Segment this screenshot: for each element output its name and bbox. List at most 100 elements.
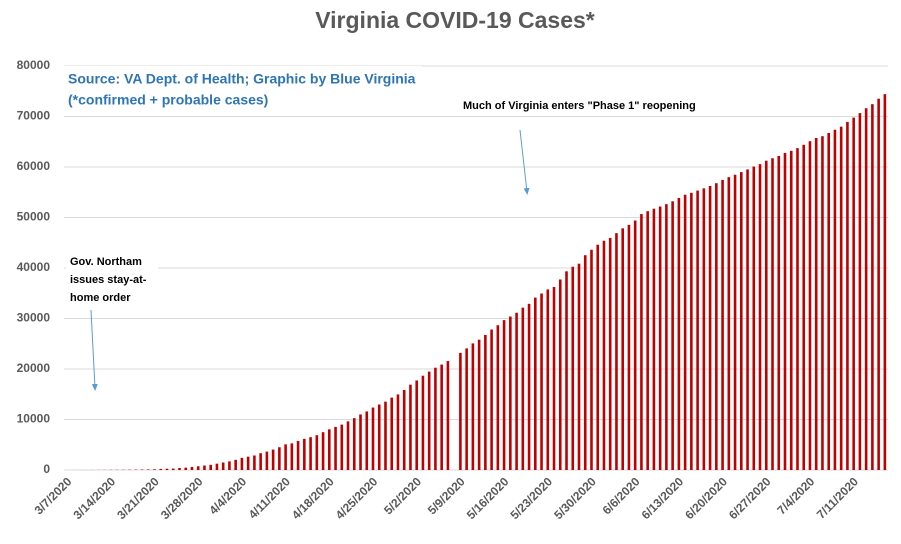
y-tick-label: 60000 [17,159,51,173]
bar [658,206,662,470]
bar [521,307,525,470]
x-tick-label: 4/25/2020 [333,474,381,522]
x-tick-label: 4/11/2020 [246,474,293,521]
bar [396,394,400,470]
bar [602,240,606,470]
bar [590,249,593,470]
bar [715,183,718,470]
bar [171,468,175,470]
bar [864,108,868,471]
bar [471,343,475,470]
bar [221,462,225,470]
bar [827,132,830,470]
bar [334,426,337,470]
bar [228,461,231,470]
bar [796,148,799,470]
bar [434,367,437,470]
bar [746,169,749,471]
bar [352,418,356,470]
annotation-text: Much of Virginia enters "Phase 1" reopen… [463,100,696,112]
bar [683,194,687,471]
bar [615,233,618,470]
bar [783,152,787,470]
bar [165,468,169,470]
bar [284,444,287,470]
annotation-box [458,96,726,116]
bar [852,117,855,471]
bar [465,348,468,470]
source-box [62,66,422,112]
bar [677,197,681,470]
bar [384,401,387,470]
bar [190,466,194,470]
bar [365,411,369,470]
bar [846,121,849,471]
bar [665,204,668,471]
bars [65,94,887,471]
bar [621,228,624,470]
annotation-arrow [90,309,98,391]
bar [328,429,331,470]
bar [527,303,531,470]
x-tick-label: 4/18/2020 [289,474,337,522]
bar [727,177,731,470]
y-tick-label: 80000 [17,58,51,72]
bar [415,380,418,470]
bar [633,220,637,470]
bar [278,447,281,470]
bar [402,389,406,470]
y-tick-label: 40000 [17,260,51,274]
bar [752,166,756,470]
bar [814,137,818,470]
x-tick-label: 5/23/2020 [507,474,555,522]
y-tick-label: 70000 [17,109,51,123]
bar [627,224,631,470]
bar [565,271,568,470]
bar [758,164,762,470]
bar [477,339,481,470]
bar [315,435,319,470]
bar [346,421,350,470]
bar [671,201,674,470]
bar [534,297,537,470]
bar [690,192,693,471]
bar [421,375,425,470]
bar [696,190,699,471]
bar [209,464,212,470]
bar [789,150,793,471]
y-tick-label: 50000 [17,210,51,224]
x-tick-label: 3/28/2020 [158,474,206,522]
bar [490,329,493,470]
x-tick-label: 3/14/2020 [71,474,119,522]
bar [540,293,543,470]
bar [303,438,306,470]
bar [196,466,200,470]
bar [777,155,781,470]
bar [246,456,250,470]
bar [721,179,724,471]
bar [340,424,344,470]
bar [440,364,443,470]
x-tick-label: 6/27/2020 [726,474,774,522]
bar [184,467,188,470]
bar [771,158,774,470]
annotation-text: issues stay-at- [70,274,147,286]
bar [821,136,824,470]
bar [253,455,256,470]
source-line: Source: VA Dept. of Health; Graphic by B… [68,71,416,87]
bar [640,214,643,470]
bar [515,312,518,470]
bar [733,174,737,470]
bar [577,263,581,470]
bar [702,188,706,470]
bar [321,432,325,470]
x-tick-label: 5/9/2020 [425,474,468,517]
annotation-box [66,252,158,308]
grid [64,65,888,471]
bar [240,457,244,470]
bar [652,208,656,471]
bar [571,266,575,470]
x-tick-label: 5/30/2020 [551,474,599,522]
